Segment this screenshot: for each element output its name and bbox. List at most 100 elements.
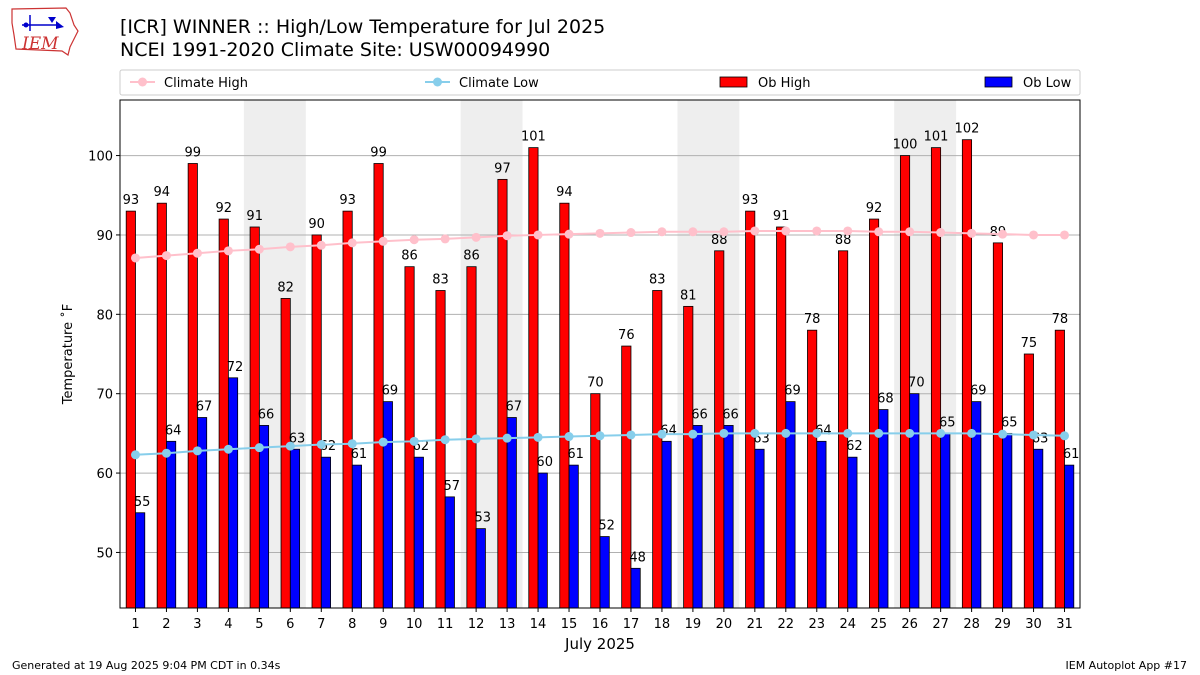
- point-climate-high: [130, 253, 140, 263]
- x-tick-label: 30: [1025, 617, 1042, 632]
- x-tick-label: 16: [592, 617, 609, 632]
- point-climate-high: [1029, 230, 1039, 240]
- bar-ob-high: [621, 345, 632, 609]
- point-climate-high: [378, 236, 388, 246]
- label-ob-high: 91: [246, 209, 263, 224]
- bar-ob-low: [289, 448, 301, 609]
- bar-ob-high: [528, 147, 539, 609]
- x-tick-label: 21: [747, 617, 764, 632]
- y-axis-label: Temperature ˚F: [60, 304, 76, 405]
- bar-ob-low: [909, 393, 920, 609]
- point-climate-low: [254, 443, 264, 453]
- bar-ob-low: [227, 377, 239, 609]
- x-tick-label: 27: [932, 617, 949, 632]
- temperature-chart: 5060708090100935594649967927291668263906…: [60, 69, 1081, 653]
- label-ob-low: 62: [846, 439, 863, 454]
- label-ob-low: 66: [258, 407, 275, 422]
- chart-subtitle: NCEI 1991-2020 Climate Site: USW00094990: [120, 39, 551, 61]
- bar-ob-high: [1054, 329, 1065, 609]
- x-tick-label: 24: [839, 617, 856, 632]
- label-ob-high: 91: [773, 209, 790, 224]
- bar-ob-low: [351, 464, 362, 609]
- label-ob-high: 100: [893, 138, 918, 153]
- point-climate-high: [409, 235, 419, 245]
- point-climate-high: [533, 230, 543, 240]
- point-climate-high: [502, 231, 512, 241]
- x-tick-label: 25: [870, 617, 887, 632]
- point-climate-low: [719, 428, 729, 438]
- label-ob-high: 101: [521, 130, 546, 145]
- label-ob-high: 82: [277, 280, 294, 295]
- point-climate-high: [1060, 230, 1070, 240]
- bar-ob-low: [258, 425, 270, 609]
- point-climate-high: [843, 226, 853, 236]
- point-climate-high: [192, 248, 202, 258]
- label-ob-high: 92: [866, 201, 883, 216]
- label-ob-high: 81: [680, 288, 697, 303]
- label-ob-low: 69: [970, 384, 987, 399]
- point-climate-low: [378, 437, 388, 447]
- point-climate-high: [626, 228, 636, 238]
- point-climate-high: [440, 234, 450, 244]
- label-ob-high: 93: [339, 193, 356, 208]
- bar-ob-high: [807, 329, 818, 609]
- point-climate-high: [254, 244, 264, 254]
- point-climate-high: [316, 240, 326, 250]
- label-ob-high: 102: [955, 122, 980, 137]
- point-climate-low: [936, 428, 946, 438]
- label-ob-high: 86: [401, 249, 418, 264]
- point-climate-high: [595, 228, 605, 238]
- label-ob-high: 83: [649, 273, 666, 288]
- label-ob-low: 61: [351, 447, 368, 462]
- bar-ob-high: [156, 202, 167, 609]
- bar-ob-high: [311, 234, 322, 609]
- bar-ob-high: [869, 218, 880, 609]
- label-ob-high: 101: [924, 130, 949, 145]
- point-climate-low: [440, 435, 450, 445]
- x-tick-label: 6: [286, 617, 294, 632]
- label-ob-low: 48: [629, 550, 646, 565]
- bar-ob-high: [745, 210, 756, 609]
- bar-ob-low: [444, 496, 455, 609]
- x-tick-label: 19: [685, 617, 702, 632]
- label-ob-high: 78: [804, 312, 821, 327]
- bar-ob-low: [475, 528, 486, 609]
- bar-ob-high: [218, 218, 229, 609]
- label-ob-high: 83: [432, 273, 449, 288]
- bar-ob-low: [568, 464, 579, 609]
- bar-ob-low: [135, 512, 146, 609]
- legend-marker-climate-high: [138, 77, 147, 87]
- x-tick-label: 13: [499, 617, 516, 632]
- point-climate-high: [812, 226, 822, 236]
- label-ob-low: 52: [598, 519, 615, 534]
- point-climate-high: [347, 238, 357, 248]
- x-tick-label: 29: [994, 617, 1011, 632]
- point-climate-low: [781, 428, 791, 438]
- point-climate-high: [998, 229, 1008, 239]
- legend-swatch-ob-high: [719, 76, 748, 88]
- label-ob-high: 86: [463, 249, 480, 264]
- label-ob-high: 93: [123, 193, 140, 208]
- label-ob-low: 61: [567, 447, 584, 462]
- bar-ob-high: [930, 147, 942, 609]
- footer-generated: Generated at 19 Aug 2025 9:04 PM CDT in …: [12, 659, 281, 672]
- x-tick-label: 28: [963, 617, 980, 632]
- point-climate-high: [750, 226, 760, 236]
- bar-ob-low: [723, 425, 734, 609]
- point-climate-low: [564, 432, 574, 442]
- y-tick-label: 60: [96, 467, 113, 482]
- bar-ob-high: [435, 290, 446, 609]
- bar-ob-low: [940, 432, 951, 609]
- label-ob-high: 78: [1052, 312, 1069, 327]
- label-ob-low: 64: [165, 423, 182, 438]
- bar-ob-low: [630, 567, 641, 609]
- bar-ob-low: [661, 440, 672, 609]
- label-ob-high: 70: [587, 376, 604, 391]
- x-tick-label: 7: [317, 617, 325, 632]
- bar-ob-low: [1033, 448, 1044, 609]
- x-tick-label: 26: [901, 617, 918, 632]
- bar-ob-low: [413, 456, 424, 609]
- logo-text: IEM: [21, 34, 59, 54]
- bar-ob-low: [382, 401, 393, 609]
- x-tick-label: 31: [1056, 617, 1073, 632]
